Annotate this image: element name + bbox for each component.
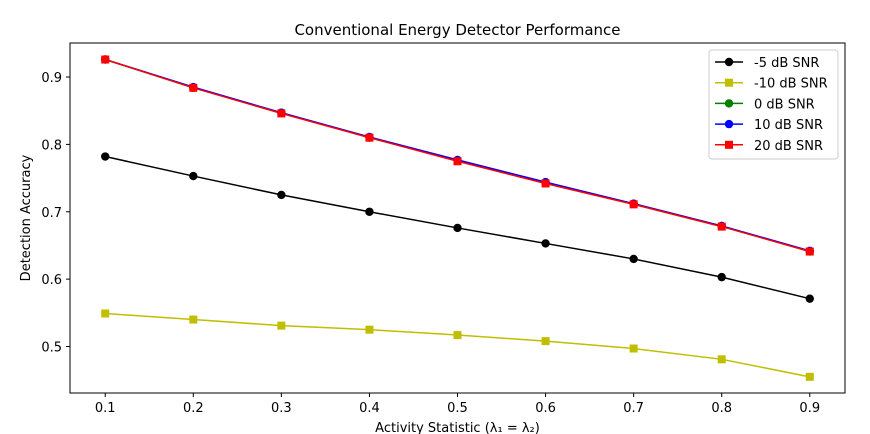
data-point (365, 207, 374, 216)
x-tick-label: 0.9 (799, 401, 820, 416)
y-tick-label: 0.8 (41, 138, 62, 153)
x-tick-label: 0.3 (271, 401, 292, 416)
x-axis-label: Activity Statistic (λ₁ = λ₂) (375, 421, 540, 434)
legend-box (708, 49, 839, 160)
data-point (805, 372, 814, 381)
data-point (717, 355, 726, 364)
y-tick-label: 0.9 (41, 71, 62, 86)
legend-label: 0 dB SNR (754, 97, 815, 112)
data-point (717, 222, 726, 231)
legend-item: -5 dB SNR (715, 56, 819, 71)
data-point (189, 315, 198, 324)
legend-marker (724, 99, 734, 108)
data-point (453, 157, 462, 166)
series-layer (101, 55, 814, 381)
series-5-db-snr (101, 152, 814, 303)
y-axis-label: Detection Accuracy (19, 154, 34, 281)
series-20-db-snr (101, 55, 814, 256)
data-point (101, 152, 110, 161)
data-point (453, 331, 462, 340)
data-point (189, 171, 198, 181)
y-tick-label: 0.5 (41, 341, 62, 356)
legend-marker (724, 57, 734, 67)
x-tick-label: 0.1 (95, 401, 116, 416)
data-point (101, 55, 110, 64)
plot-frame (69, 42, 846, 394)
data-point (101, 309, 110, 318)
legend-label: 20 dB SNR (754, 139, 823, 154)
data-point (541, 337, 550, 346)
data-point (277, 321, 286, 330)
legend-marker (725, 140, 733, 149)
legend-item: 10 dB SNR (715, 118, 823, 133)
data-point (629, 254, 638, 264)
x-tick-label: 0.8 (711, 401, 732, 416)
data-point (365, 133, 374, 142)
data-point (277, 190, 286, 200)
legend-label: 10 dB SNR (754, 118, 823, 133)
x-tick-label: 0.5 (447, 401, 468, 416)
data-point (365, 325, 374, 334)
legend-label: -10 dB SNR (754, 77, 828, 92)
data-point (541, 239, 550, 248)
legend-item: 20 dB SNR (715, 139, 823, 154)
data-point (453, 223, 462, 233)
data-point (277, 109, 286, 118)
chart-title: Conventional Energy Detector Performance (294, 21, 620, 39)
data-point (541, 179, 550, 188)
legend-label: -5 dB SNR (754, 56, 819, 71)
data-point (629, 344, 638, 353)
data-point (189, 83, 198, 92)
series-10-db-snr (101, 309, 814, 381)
legend-item: 0 dB SNR (715, 97, 815, 112)
data-point (805, 247, 814, 256)
legend-marker (725, 78, 733, 87)
axes-layer: 0.1 0.2 0.3 0.4 0.5 0.6 0.7 0.8 0.9 0.5 0.6 0.7 0.8 0… (41, 71, 820, 416)
legend: -5 dB SNR -10 dB SNR 0 dB SNR 10 dB SNR 20 d… (708, 49, 839, 160)
x-tick-label: 0.7 (623, 401, 644, 416)
y-tick-label: 0.7 (41, 206, 62, 221)
legend-item: -10 dB SNR (715, 77, 828, 92)
data-point (805, 294, 814, 303)
x-tick-label: 0.4 (359, 401, 380, 416)
x-tick-label: 0.2 (183, 401, 204, 416)
legend-marker (724, 119, 734, 129)
data-point (629, 200, 638, 209)
y-tick-label: 0.6 (41, 273, 62, 288)
x-tick-label: 0.6 (535, 401, 556, 416)
data-point (717, 272, 726, 282)
